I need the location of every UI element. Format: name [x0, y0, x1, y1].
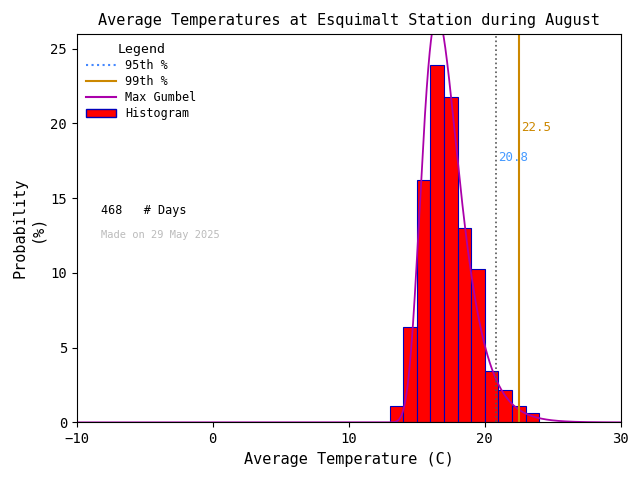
Bar: [499, 390, 512, 422]
Bar: [512, 407, 525, 422]
Text: 22.5: 22.5: [522, 121, 552, 134]
Text: Made on 29 May 2025: Made on 29 May 2025: [101, 230, 220, 240]
Title: Average Temperatures at Esquimalt Station during August: Average Temperatures at Esquimalt Statio…: [98, 13, 600, 28]
Text: 20.8: 20.8: [499, 151, 529, 164]
Bar: [485, 371, 499, 422]
X-axis label: Average Temperature (C): Average Temperature (C): [244, 452, 454, 467]
Legend: 95th %, 99th %, Max Gumbel, Histogram: 95th %, 99th %, Max Gumbel, Histogram: [83, 39, 200, 123]
Bar: [444, 96, 458, 422]
Bar: [431, 64, 444, 422]
Text: 468   # Days: 468 # Days: [101, 204, 187, 217]
Bar: [417, 180, 431, 422]
Bar: [471, 269, 485, 422]
Bar: [403, 326, 417, 422]
Y-axis label: Probability
(%): Probability (%): [12, 178, 45, 278]
Bar: [390, 407, 403, 422]
Bar: [458, 228, 471, 422]
Bar: [525, 413, 540, 422]
